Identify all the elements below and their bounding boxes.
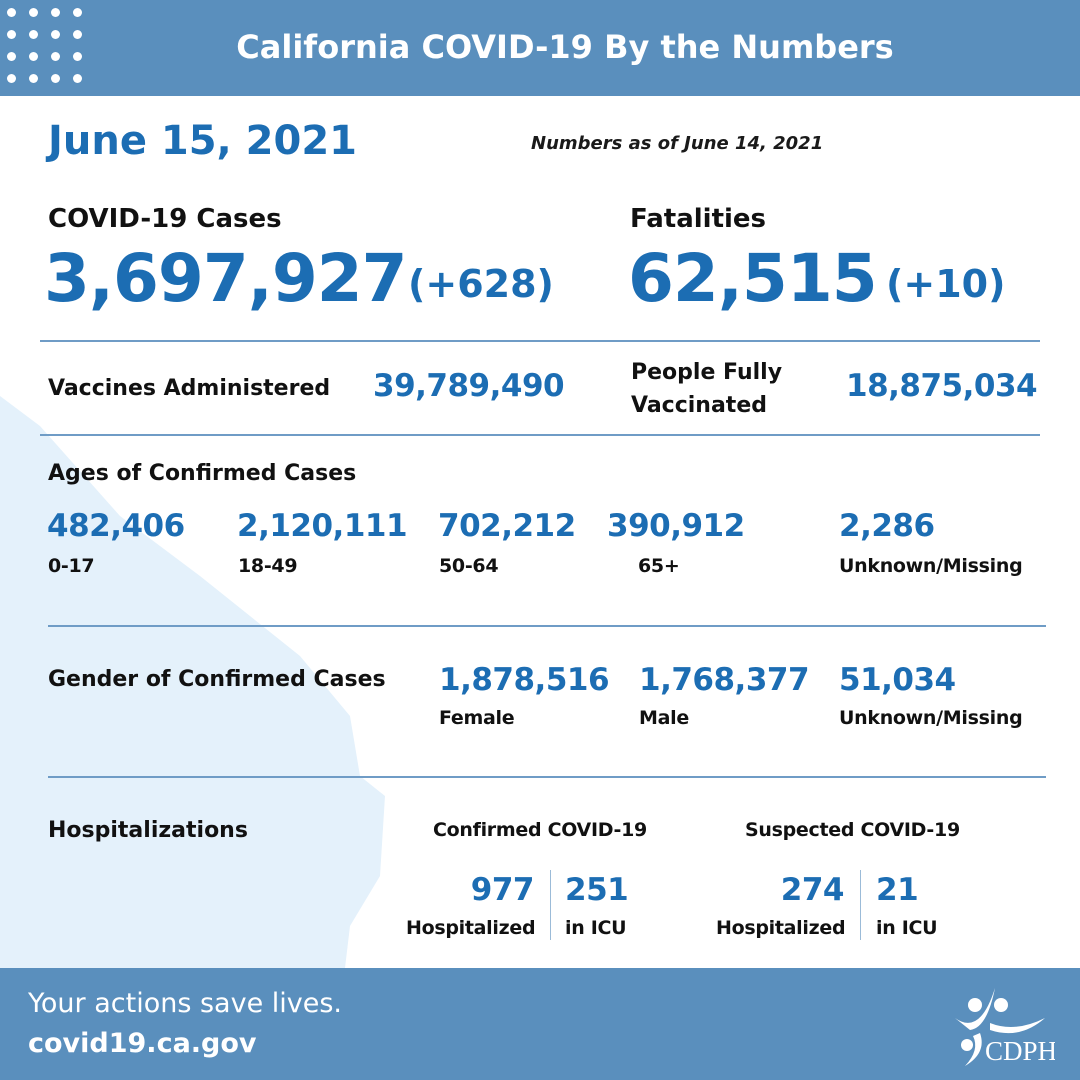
divider: [48, 776, 1046, 778]
gender-item-label: Unknown/Missing: [839, 707, 1023, 729]
gender-label: Gender of Confirmed Cases: [48, 667, 386, 692]
age-label: Unknown/Missing: [839, 555, 1023, 577]
divider: [860, 870, 861, 940]
age-label: 0-17: [48, 555, 95, 577]
footer-bar: Your actions save lives. covid19.ca.gov …: [0, 968, 1080, 1080]
fatalities-value: 62,515: [628, 240, 878, 317]
header-bar: California COVID-19 By the Numbers: [0, 0, 1080, 96]
tagline: Your actions save lives.: [28, 988, 343, 1019]
ages-label: Ages of Confirmed Cases: [48, 461, 357, 486]
suspected-hosp-label: Hospitalized: [716, 917, 846, 939]
cases-change: (+628): [408, 262, 554, 306]
suspected-icu-value: 21: [876, 872, 919, 908]
suspected-hosp-value: 274: [780, 872, 845, 908]
hosp-label: Hospitalizations: [48, 818, 248, 843]
cases-value: 3,697,927: [44, 240, 408, 317]
cdph-logo: CDPH: [955, 988, 1055, 1066]
age-value: 390,912: [607, 508, 745, 544]
divider: [40, 434, 1040, 436]
divider: [550, 870, 551, 940]
suspected-label: Suspected COVID-19: [745, 819, 960, 841]
age-label: 65+: [638, 555, 680, 577]
confirmed-icu-label: in ICU: [565, 917, 627, 939]
suspected-icu-label: in ICU: [876, 917, 938, 939]
confirmed-hosp-label: Hospitalized: [406, 917, 536, 939]
website-link[interactable]: covid19.ca.gov: [28, 1028, 257, 1059]
divider: [48, 625, 1046, 627]
age-label: 18-49: [238, 555, 298, 577]
age-value: 702,212: [438, 508, 576, 544]
fully-value: 18,875,034: [846, 368, 1038, 404]
age-value: 2,120,111: [237, 508, 408, 544]
age-value: 2,286: [839, 508, 935, 544]
gender-item-label: Male: [639, 707, 689, 729]
confirmed-label: Confirmed COVID-19: [433, 819, 647, 841]
gender-value: 1,878,516: [439, 662, 610, 698]
fatalities-change: (+10): [886, 262, 1006, 306]
gender-value: 51,034: [839, 662, 956, 698]
cases-label: COVID-19 Cases: [48, 204, 282, 234]
fatalities-label: Fatalities: [630, 204, 767, 234]
fully-label-1: People Fully: [631, 360, 783, 385]
report-date: June 15, 2021: [48, 118, 358, 164]
as-of-date: Numbers as of June 14, 2021: [531, 133, 824, 154]
gender-value: 1,768,377: [639, 662, 810, 698]
age-label: 50-64: [439, 555, 499, 577]
vaccines-label: Vaccines Administered: [48, 376, 331, 401]
page-title: California COVID-19 By the Numbers: [236, 28, 894, 66]
divider: [40, 340, 1040, 342]
cdph-logo-text: CDPH: [985, 1036, 1055, 1066]
california-map-background: [0, 396, 385, 968]
vaccines-value: 39,789,490: [373, 368, 565, 404]
gender-item-label: Female: [439, 707, 515, 729]
confirmed-hosp-value: 977: [470, 872, 535, 908]
age-value: 482,406: [47, 508, 185, 544]
confirmed-icu-value: 251: [565, 872, 629, 908]
fully-label-2: Vaccinated: [631, 393, 767, 418]
